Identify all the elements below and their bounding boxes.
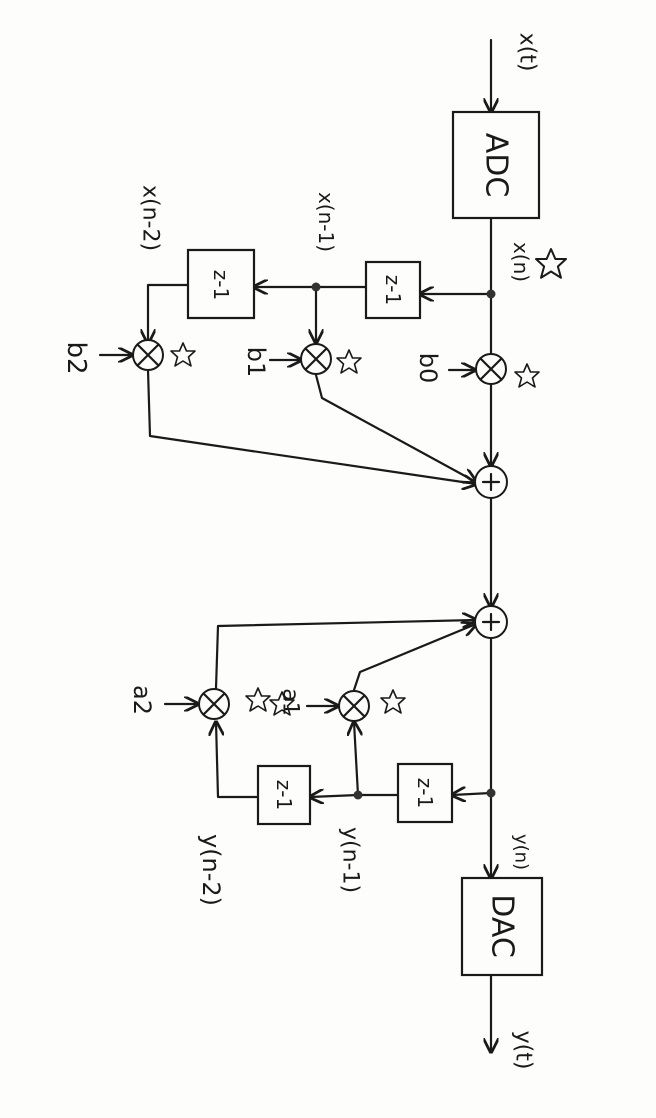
wire-yn-to-delay1 (452, 793, 493, 795)
label-y-n-2: y(n-2) (197, 834, 225, 906)
delay-block-y2: z-1 (256, 764, 312, 826)
delay-y2-label: z-1 (272, 780, 296, 810)
star-icon-xn (535, 248, 567, 279)
wire-yn1-to-a1-mult (354, 722, 358, 797)
label-x-t: x(t) (515, 33, 540, 72)
coefficient-a2: a2 (128, 685, 156, 715)
delay-block-x1: z-1 (364, 260, 422, 320)
coefficient-b0: b0 (414, 353, 442, 384)
junction-xn1 (311, 282, 321, 292)
label-y-n-1: y(n-1) (338, 827, 363, 893)
label-x-n-1: x(n-1) (314, 192, 338, 252)
wire-a1-product-to-sum2 (352, 624, 476, 692)
coefficient-a1: a1 (278, 688, 303, 715)
wire-b2-product-to-sum1 (146, 368, 476, 484)
wire-a2-product-to-sum2 (214, 620, 476, 690)
star-icon-a2-left (245, 687, 271, 712)
delay-x2-label: z-1 (209, 270, 233, 300)
star-icon-b2 (170, 342, 196, 367)
coefficient-b2: b2 (61, 341, 91, 374)
wire-yn1-to-delay2 (310, 795, 360, 797)
delay-block-x2: z-1 (186, 248, 256, 320)
star-icon-b0 (514, 363, 540, 388)
junction-xn (486, 289, 496, 299)
wire-delay2-to-xn2 (148, 283, 190, 343)
wires (98, 38, 493, 1052)
dac-block: DAC (460, 876, 544, 977)
wire-delay2-to-yn2 (216, 722, 260, 799)
junction-yn (486, 788, 496, 798)
multiplier-a2 (198, 688, 230, 720)
junction-yn1 (353, 790, 363, 800)
label-x-n-2: x(n-2) (138, 185, 163, 251)
delay-block-y1: z-1 (396, 762, 454, 824)
delay-x1-label: z-1 (381, 275, 405, 305)
delay-y1-label: z-1 (413, 778, 437, 808)
label-x-n: x(n) (509, 242, 533, 282)
adc-label: ADC (479, 133, 514, 198)
adder-feedback (474, 605, 508, 639)
dac-label: DAC (485, 894, 520, 958)
multiplier-a1 (338, 690, 370, 722)
star-icon-b1 (336, 349, 362, 374)
adder-feedforward (474, 465, 508, 499)
wire-b1-product-to-sum1 (314, 373, 476, 482)
multiplier-b1 (300, 343, 332, 375)
label-y-t: y(t) (511, 1031, 536, 1070)
coefficient-b1: b1 (242, 347, 270, 378)
star-icon-a1 (380, 689, 406, 714)
multiplier-b0 (475, 353, 507, 385)
label-y-n: y(n) (511, 834, 532, 870)
adc-block: ADC (451, 110, 541, 220)
star-icon-a2-right (269, 691, 295, 716)
multiplier-b2 (132, 339, 164, 371)
